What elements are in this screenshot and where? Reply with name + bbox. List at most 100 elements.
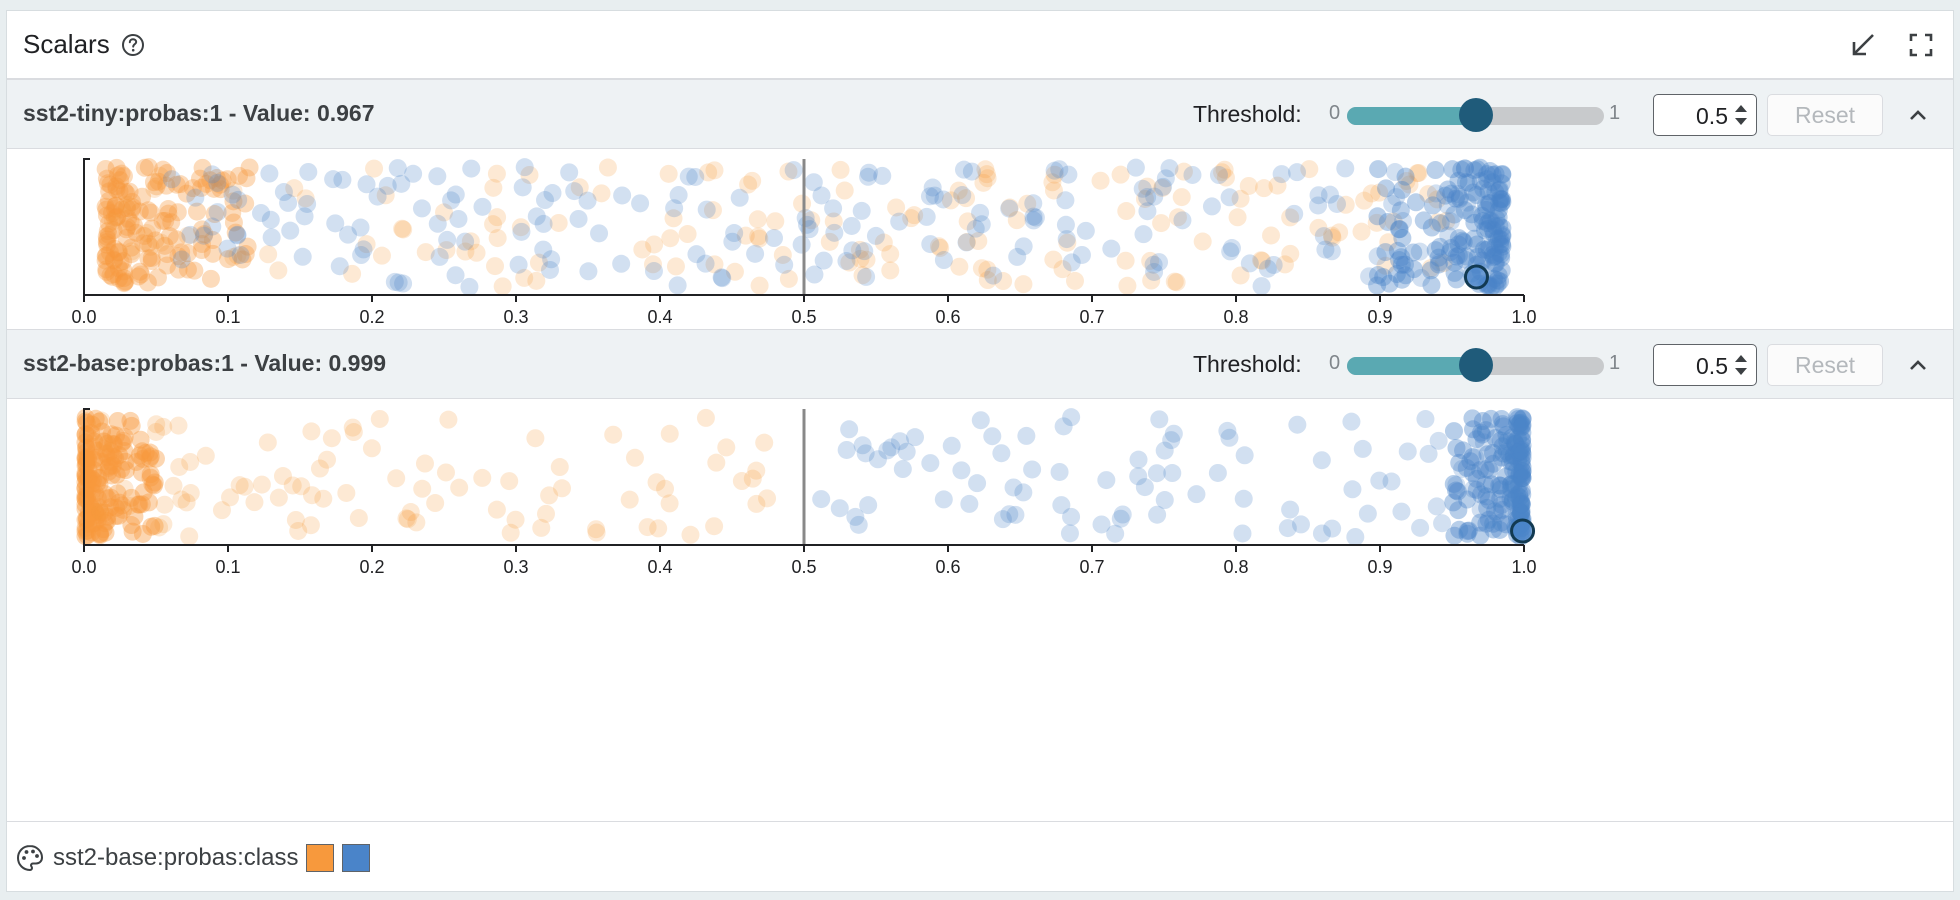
data-point-class-0[interactable] (181, 452, 200, 471)
data-point-class-1[interactable] (1506, 434, 1525, 453)
data-point-class-1[interactable] (1133, 179, 1152, 198)
data-point-class-1[interactable] (1456, 159, 1475, 178)
data-point-class-0[interactable] (110, 493, 129, 512)
data-point-class-1[interactable] (1368, 247, 1387, 266)
data-point-class-0[interactable] (107, 180, 126, 199)
data-point-class-1[interactable] (1440, 243, 1459, 262)
data-point-class-1[interactable] (1477, 487, 1496, 506)
data-point-class-1[interactable] (1394, 212, 1413, 231)
data-point-class-1[interactable] (1444, 422, 1463, 441)
data-point-class-1[interactable] (1502, 428, 1521, 447)
data-point-class-0[interactable] (76, 518, 95, 537)
data-point-class-1[interactable] (842, 216, 861, 235)
data-point-class-0[interactable] (121, 411, 140, 430)
data-point-class-0[interactable] (77, 438, 96, 457)
data-point-class-0[interactable] (666, 257, 685, 276)
data-point-class-1[interactable] (1291, 515, 1310, 534)
data-point-class-0[interactable] (707, 453, 726, 472)
data-point-class-1[interactable] (1050, 462, 1069, 481)
data-point-class-1[interactable] (1492, 261, 1511, 280)
data-point-class-1[interactable] (1478, 498, 1497, 517)
data-point-class-1[interactable] (460, 277, 479, 296)
data-point-class-0[interactable] (141, 237, 160, 256)
data-point-class-0[interactable] (97, 206, 116, 225)
data-point-class-0[interactable] (150, 166, 169, 185)
data-point-class-1[interactable] (1512, 495, 1531, 514)
data-point-class-0[interactable] (570, 178, 589, 197)
data-point-class-0[interactable] (302, 422, 321, 441)
data-point-class-1[interactable] (1485, 254, 1504, 273)
data-point-class-1[interactable] (1024, 211, 1043, 230)
data-point-class-1[interactable] (812, 490, 831, 509)
data-point-class-1[interactable] (1135, 478, 1154, 497)
data-point-class-0[interactable] (117, 228, 136, 247)
data-point-class-0[interactable] (139, 158, 158, 177)
data-point-class-0[interactable] (77, 443, 96, 462)
data-point-class-0[interactable] (117, 220, 136, 239)
data-point-class-1[interactable] (368, 187, 387, 206)
data-point-class-1[interactable] (1476, 421, 1495, 440)
data-point-class-1[interactable] (1426, 241, 1445, 260)
data-point-class-1[interactable] (1483, 443, 1502, 462)
data-point-class-0[interactable] (153, 160, 172, 179)
data-point-class-1[interactable] (1507, 443, 1526, 462)
data-point-class-0[interactable] (620, 490, 639, 509)
data-point-class-0[interactable] (1281, 208, 1300, 227)
data-point-class-1[interactable] (859, 163, 878, 182)
data-point-class-0[interactable] (130, 262, 149, 281)
data-point-class-0[interactable] (221, 488, 240, 507)
data-point-class-0[interactable] (296, 189, 315, 208)
data-point-class-1[interactable] (796, 209, 815, 228)
data-point-class-1[interactable] (1511, 492, 1530, 511)
data-point-class-1[interactable] (1513, 409, 1532, 428)
data-point-class-1[interactable] (1393, 270, 1412, 289)
data-point-class-1[interactable] (712, 268, 731, 287)
data-point-class-0[interactable] (105, 435, 124, 454)
data-point-class-0[interactable] (122, 245, 141, 264)
data-point-class-1[interactable] (509, 255, 528, 274)
data-point-class-0[interactable] (107, 208, 126, 227)
data-point-class-1[interactable] (686, 167, 705, 186)
help-circle-icon[interactable] (120, 32, 146, 58)
data-point-class-0[interactable] (88, 489, 107, 508)
data-point-class-1[interactable] (1504, 446, 1523, 465)
data-point-class-1[interactable] (565, 182, 584, 201)
data-point-class-0[interactable] (197, 174, 216, 193)
data-point-class-0[interactable] (134, 234, 153, 253)
data-point-class-0[interactable] (171, 175, 190, 194)
data-point-class-1[interactable] (1383, 194, 1402, 213)
data-point-class-0[interactable] (88, 510, 107, 529)
data-point-class-0[interactable] (97, 262, 116, 281)
data-point-class-0[interactable] (314, 489, 333, 508)
data-point-class-0[interactable] (118, 217, 137, 236)
data-point-class-1[interactable] (1449, 185, 1468, 204)
data-point-class-1[interactable] (1421, 261, 1440, 280)
data-point-class-0[interactable] (283, 476, 302, 495)
data-point-class-1[interactable] (1479, 182, 1498, 201)
data-point-class-1[interactable] (1472, 206, 1491, 225)
data-point-class-1[interactable] (983, 427, 1002, 446)
data-point-class-1[interactable] (1388, 241, 1407, 260)
data-point-class-1[interactable] (1491, 431, 1510, 450)
data-point-class-1[interactable] (1111, 509, 1130, 528)
data-point-class-1[interactable] (1202, 197, 1221, 216)
data-point-class-1[interactable] (1447, 270, 1466, 289)
data-point-class-0[interactable] (177, 184, 196, 203)
data-point-class-1[interactable] (1404, 260, 1423, 279)
data-point-class-0[interactable] (1231, 266, 1250, 285)
data-point-class-0[interactable] (211, 180, 230, 199)
data-point-class-1[interactable] (324, 170, 343, 189)
data-point-class-1[interactable] (1513, 436, 1532, 455)
data-point-class-1[interactable] (1490, 193, 1509, 212)
data-point-class-0[interactable] (660, 424, 679, 443)
data-point-class-0[interactable] (219, 250, 238, 269)
data-point-class-0[interactable] (90, 468, 109, 487)
data-point-class-0[interactable] (133, 449, 152, 468)
data-point-class-0[interactable] (237, 169, 256, 188)
reset-button[interactable]: Reset (1767, 94, 1883, 136)
data-point-class-0[interactable] (1379, 233, 1398, 252)
data-point-class-0[interactable] (488, 229, 507, 248)
data-point-class-1[interactable] (1513, 444, 1532, 463)
data-point-class-1[interactable] (1510, 464, 1529, 483)
data-point-class-1[interactable] (1264, 255, 1283, 274)
